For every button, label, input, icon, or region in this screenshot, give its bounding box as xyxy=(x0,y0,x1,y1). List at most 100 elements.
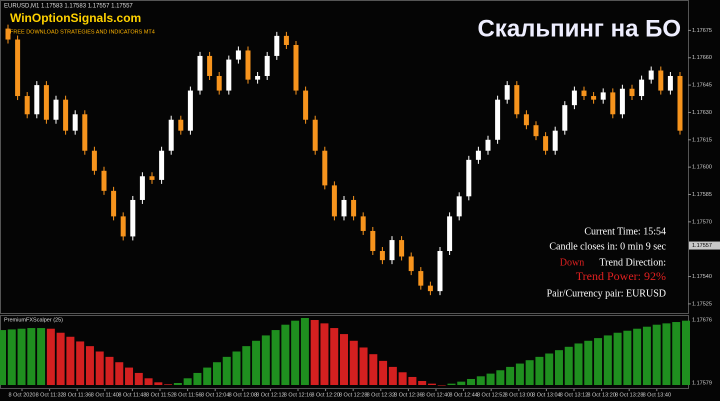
candle xyxy=(331,185,337,217)
candle xyxy=(619,88,625,115)
histogram-bar xyxy=(232,351,241,385)
candle xyxy=(226,59,232,91)
x-tick-label: 8 Oct 12:36 xyxy=(394,392,422,398)
candle xyxy=(82,114,88,151)
candle xyxy=(197,55,203,91)
x-tick-label: 8 Oct 12:40 xyxy=(422,392,450,398)
histogram-bar xyxy=(183,378,192,385)
candle xyxy=(130,199,136,237)
histogram-bar xyxy=(85,346,94,385)
candle xyxy=(24,96,30,115)
histogram-bar xyxy=(554,350,563,385)
price-tag: 1.17557 xyxy=(692,243,712,249)
x-tick-label: 8 Oct 12:32 xyxy=(367,392,395,398)
candle xyxy=(427,285,433,292)
histogram-bar xyxy=(467,378,476,385)
candle xyxy=(72,114,78,131)
histogram-bar xyxy=(330,328,339,385)
candle xyxy=(399,240,405,257)
candle xyxy=(610,92,616,115)
histogram-bar xyxy=(447,383,456,385)
candle xyxy=(187,90,193,131)
candle xyxy=(351,199,357,217)
histogram-bar xyxy=(545,353,554,385)
candle xyxy=(207,55,213,76)
candle xyxy=(571,90,577,106)
candle xyxy=(600,92,606,100)
histogram-bar xyxy=(515,363,524,385)
candle-closes: Candle closes in: 0 min 9 sec xyxy=(549,241,666,252)
candle xyxy=(139,176,145,200)
histogram-bar xyxy=(164,384,173,385)
price-tag-bg xyxy=(689,241,720,250)
histogram-bar xyxy=(17,328,26,385)
histogram-bar xyxy=(486,373,495,385)
histogram-bar xyxy=(37,328,46,385)
candle xyxy=(293,44,299,91)
brand: WinOptionSignals.com xyxy=(10,11,141,25)
candle xyxy=(495,99,501,140)
histogram-bar xyxy=(427,383,436,385)
x-tick-label: 8 Oct 13:00 xyxy=(505,392,533,398)
x-tick-label: 8 Oct 11:52 xyxy=(146,392,174,398)
candle xyxy=(629,88,635,97)
histogram-bar xyxy=(642,326,651,385)
candle xyxy=(408,256,414,272)
histogram-bar xyxy=(300,318,309,385)
x-tick-label: 8 Oct 11:48 xyxy=(118,392,146,398)
candle xyxy=(43,85,49,120)
trend-value: Down xyxy=(560,257,584,268)
candle xyxy=(514,85,520,115)
candle xyxy=(552,130,558,151)
histogram-bar xyxy=(310,320,319,385)
candle xyxy=(168,119,174,151)
histogram-bar xyxy=(437,385,446,386)
current-time: Current Time: 15:54 xyxy=(584,226,666,237)
candle xyxy=(543,136,549,151)
histogram-bar xyxy=(291,320,300,385)
candle xyxy=(159,150,165,180)
x-tick-label: 8 Oct 12:16 xyxy=(284,392,312,398)
y-tick-label: 1.17675 xyxy=(692,28,712,34)
histogram-bar xyxy=(418,380,427,385)
candle xyxy=(475,150,481,160)
x-tick-label: 8 Oct 11:56 xyxy=(174,392,202,398)
histogram-bar xyxy=(203,367,212,385)
histogram-bar xyxy=(212,362,221,385)
y-tick-label: 1.17600 xyxy=(692,165,712,171)
indicator-scale-bottom: 1.17579 xyxy=(692,380,712,386)
histogram-bar xyxy=(105,356,114,385)
trend-power: Trend Power: 92% xyxy=(576,269,666,283)
candle xyxy=(120,216,126,237)
histogram-bar xyxy=(496,370,505,385)
y-tick-label: 1.17525 xyxy=(692,301,712,307)
histogram-bar xyxy=(56,332,65,385)
candle xyxy=(370,230,376,252)
candle xyxy=(15,39,21,97)
histogram-bar xyxy=(652,324,661,385)
headline: Скальпинг на БО xyxy=(477,15,681,42)
histogram-bar xyxy=(379,360,388,385)
candle xyxy=(34,85,40,115)
y-tick-label: 1.17585 xyxy=(692,192,712,198)
x-tick-label: 8 Oct 13:12 xyxy=(560,392,588,398)
histogram-bar xyxy=(682,320,690,385)
histogram-bar xyxy=(125,367,134,385)
histogram-bar xyxy=(115,362,124,385)
candle xyxy=(178,119,184,131)
candle xyxy=(639,79,645,97)
candle xyxy=(658,70,664,91)
histogram-bar xyxy=(242,346,251,385)
histogram-bar xyxy=(271,330,280,385)
x-tick-label: 8 Oct 12:44 xyxy=(449,392,477,398)
x-tick-label: 8 Oct 12:52 xyxy=(477,392,505,398)
candle xyxy=(53,99,59,120)
candle xyxy=(149,176,155,180)
candle xyxy=(91,150,97,171)
candle xyxy=(533,125,539,137)
x-tick-label: 8 Oct 12:12 xyxy=(256,392,284,398)
candle xyxy=(504,85,510,100)
histogram-bar xyxy=(408,376,417,385)
histogram-bar xyxy=(320,323,329,385)
candle xyxy=(283,35,289,45)
